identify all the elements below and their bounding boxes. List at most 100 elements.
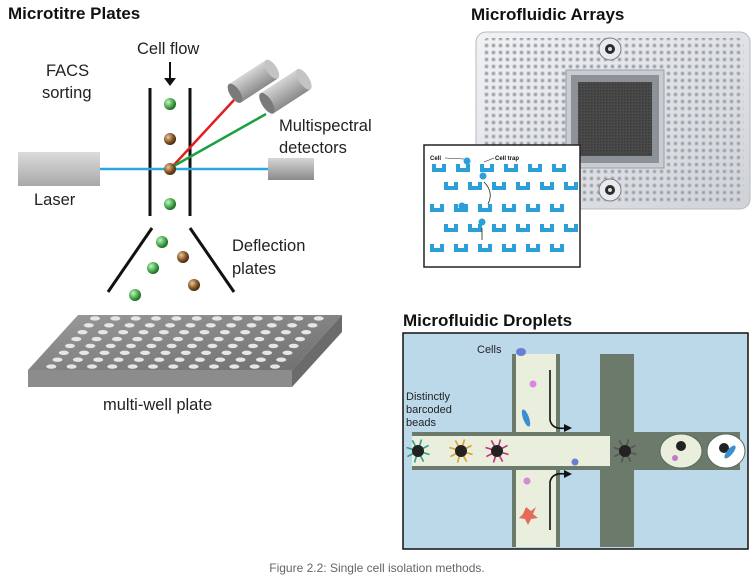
plate-well <box>193 336 204 342</box>
plate-well <box>132 336 143 342</box>
trapped-cell <box>463 157 471 165</box>
plate-well <box>199 330 210 335</box>
chip-port-top <box>598 37 622 61</box>
plate-well <box>171 316 182 321</box>
plate-well <box>254 336 265 342</box>
cell-flow-label: Cell flow <box>137 40 199 58</box>
green-beam <box>171 112 267 169</box>
droplets-panel: Microfluidic Droplets Cells Distinctly b… <box>402 311 749 550</box>
beads-label-line2: barcoded <box>406 404 452 416</box>
flow-arrow-bottom <box>549 472 567 530</box>
plate-well <box>72 357 83 362</box>
cell-trap <box>492 182 506 190</box>
plate-well <box>173 336 183 342</box>
green-cell <box>147 262 159 274</box>
cell-trap-inset: Cell Cell trap <box>423 144 581 268</box>
laser-source <box>18 152 100 186</box>
cell-trap <box>430 244 444 252</box>
plate-well <box>79 350 90 355</box>
deflection-plate-left <box>106 227 154 293</box>
plate-well <box>191 316 202 321</box>
plate-well <box>154 357 165 362</box>
plate-well <box>158 330 169 335</box>
plate-well <box>71 336 82 342</box>
plate-well <box>234 336 244 342</box>
cell-trap <box>502 204 516 212</box>
plate-well <box>295 336 305 342</box>
trapped-cell <box>479 172 487 180</box>
microtitre-title: Microtitre Plates <box>8 4 140 23</box>
plate-well <box>185 323 196 328</box>
cell-trap <box>478 204 492 212</box>
plate-well <box>107 364 118 369</box>
cell-trap <box>564 182 578 190</box>
plate-well <box>288 343 299 349</box>
plate-well <box>201 350 212 355</box>
barcoded-bead <box>485 439 509 463</box>
plate-well <box>151 316 161 321</box>
plate-well <box>83 323 94 328</box>
plate-well <box>212 316 222 321</box>
green-cell <box>164 98 176 110</box>
plate-well <box>165 323 176 328</box>
arrays-panel: Microfluidic Arrays Cell Cell trap <box>423 5 751 268</box>
plate-well <box>110 316 121 321</box>
cell-trap <box>492 224 506 232</box>
cell-trap <box>526 244 540 252</box>
plate-well <box>119 350 130 355</box>
cell-trap <box>552 164 566 172</box>
brown-cell <box>164 133 176 145</box>
plate-well <box>85 343 96 349</box>
plate-well <box>66 364 77 369</box>
facs-label-line1: FACS <box>46 62 89 80</box>
plate-well <box>160 350 171 355</box>
plate-label: multi-well plate <box>103 396 212 414</box>
plate-well <box>280 330 291 335</box>
plate-well <box>133 357 144 362</box>
plate-well <box>179 330 190 335</box>
plate-well <box>194 357 205 362</box>
chip-array-center <box>578 82 652 156</box>
barcoded-bead <box>449 439 473 463</box>
plate-well <box>144 323 155 328</box>
flow-arrow-top <box>549 370 567 430</box>
plate-well <box>113 357 124 362</box>
plate-well <box>168 364 179 369</box>
plate-well <box>227 343 238 349</box>
droplet <box>706 433 746 469</box>
cell-trap <box>502 244 516 252</box>
cell-elongated <box>521 409 531 427</box>
microtitre-panel: Microtitre Plates Cell flow FACS sorting… <box>8 4 372 414</box>
droplet <box>659 433 703 469</box>
plate-well <box>152 336 163 342</box>
barcoded-bead <box>406 439 430 463</box>
plate-well <box>77 330 88 335</box>
cell-trap <box>516 224 530 232</box>
cell-trap <box>528 164 542 172</box>
plate-well <box>293 316 304 321</box>
cell-trap <box>454 244 468 252</box>
plate-well <box>180 350 191 355</box>
cell-pink <box>529 380 537 388</box>
arrays-title: Microfluidic Arrays <box>471 5 624 24</box>
cell-flow-arrow <box>164 62 176 86</box>
beads-label-line3: beads <box>406 417 436 429</box>
plate-well <box>249 364 260 369</box>
plate-well <box>213 336 224 342</box>
trapped-cell <box>458 202 466 210</box>
plate-well <box>127 364 138 369</box>
cell-trap <box>480 164 494 172</box>
plate-well <box>301 330 312 335</box>
detectors-label-line2: detectors <box>279 139 347 157</box>
brown-cell <box>188 279 200 291</box>
plate-well <box>255 357 266 362</box>
beads-label-line1: Distinctly <box>406 391 451 403</box>
plate-well <box>235 357 246 362</box>
cell-star <box>519 507 538 525</box>
plate-well <box>246 323 257 328</box>
multi-well-plate <box>28 315 342 387</box>
cell-trap <box>516 182 530 190</box>
cell-traps <box>430 164 578 252</box>
plate-well <box>215 357 226 362</box>
detectors-label-line1: Multispectral <box>279 117 372 135</box>
